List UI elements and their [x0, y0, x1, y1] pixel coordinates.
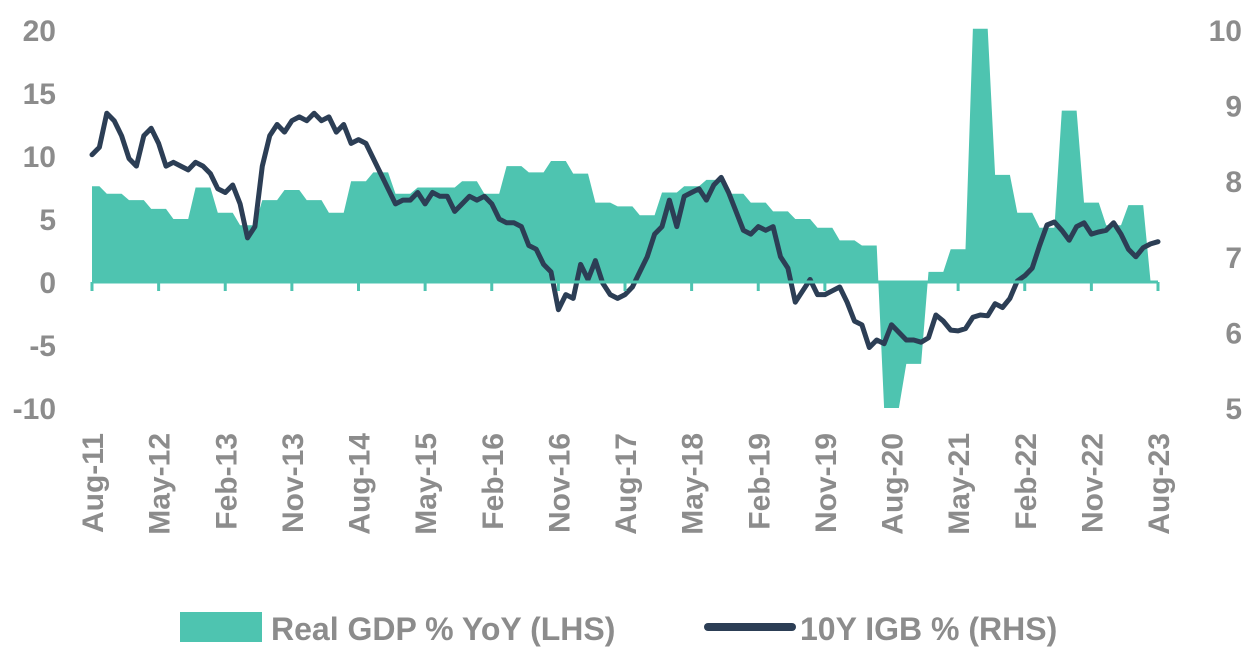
x-tick-label: Nov-22	[1076, 433, 1109, 533]
igb-line-series	[89, 110, 1161, 350]
x-tick-label: Nov-19	[810, 433, 843, 533]
left-y-tick-label: -10	[13, 393, 56, 426]
left-y-tick-label: -5	[29, 330, 56, 363]
right-y-tick-label: 5	[1225, 393, 1242, 426]
x-tick-label: Aug-11	[77, 433, 110, 533]
right-y-tick-label: 7	[1225, 242, 1242, 275]
left-y-tick-label: 10	[23, 141, 56, 174]
gdp-area-series	[92, 28, 1158, 408]
gdp-area	[92, 28, 1158, 408]
x-tick-label: Feb-16	[477, 433, 510, 530]
x-tick-label: May-18	[677, 433, 710, 535]
left-y-tick-label: 0	[39, 267, 56, 300]
x-tick-label: May-21	[943, 433, 976, 535]
right-y-axis: 10 9 8 7 6 5	[1209, 15, 1242, 426]
legend-gdp-label: Real GDP % YoY (LHS)	[271, 611, 615, 647]
legend: Real GDP % YoY (LHS) 10Y IGB % (RHS)	[180, 611, 1057, 647]
x-tick-label: Nov-13	[277, 433, 310, 533]
right-y-tick-label: 8	[1225, 166, 1242, 199]
left-y-tick-label: 5	[39, 204, 56, 237]
left-y-axis: 20 15 10 5 0 -5 -10	[13, 15, 56, 426]
x-axis: Aug-11 May-12 Feb-13 Nov-13 Aug-14 May-15 Feb-…	[77, 280, 1176, 535]
x-tick-label: Feb-19	[743, 433, 776, 530]
legend-igb-label: 10Y IGB % (RHS)	[800, 611, 1057, 647]
x-tick-label: Aug-17	[610, 433, 643, 535]
x-tick-label: Feb-13	[210, 433, 243, 530]
right-y-tick-label: 6	[1225, 317, 1242, 350]
x-tick-label: Aug-20	[877, 433, 910, 535]
igb-line	[89, 110, 1161, 350]
right-y-tick-label: 9	[1225, 91, 1242, 124]
x-tick-label: Aug-23	[1143, 433, 1176, 535]
x-tick-label: May-12	[144, 433, 177, 535]
x-tick-label: Nov-16	[543, 433, 576, 533]
x-tick-label: May-15	[410, 433, 443, 535]
left-y-tick-label: 20	[23, 15, 56, 48]
x-tick-label: Feb-22	[1010, 433, 1043, 530]
legend-gdp-swatch	[180, 612, 262, 642]
right-y-tick-label: 10	[1209, 15, 1242, 48]
x-tick-label: Aug-14	[344, 433, 377, 535]
left-y-tick-label: 15	[23, 78, 56, 111]
